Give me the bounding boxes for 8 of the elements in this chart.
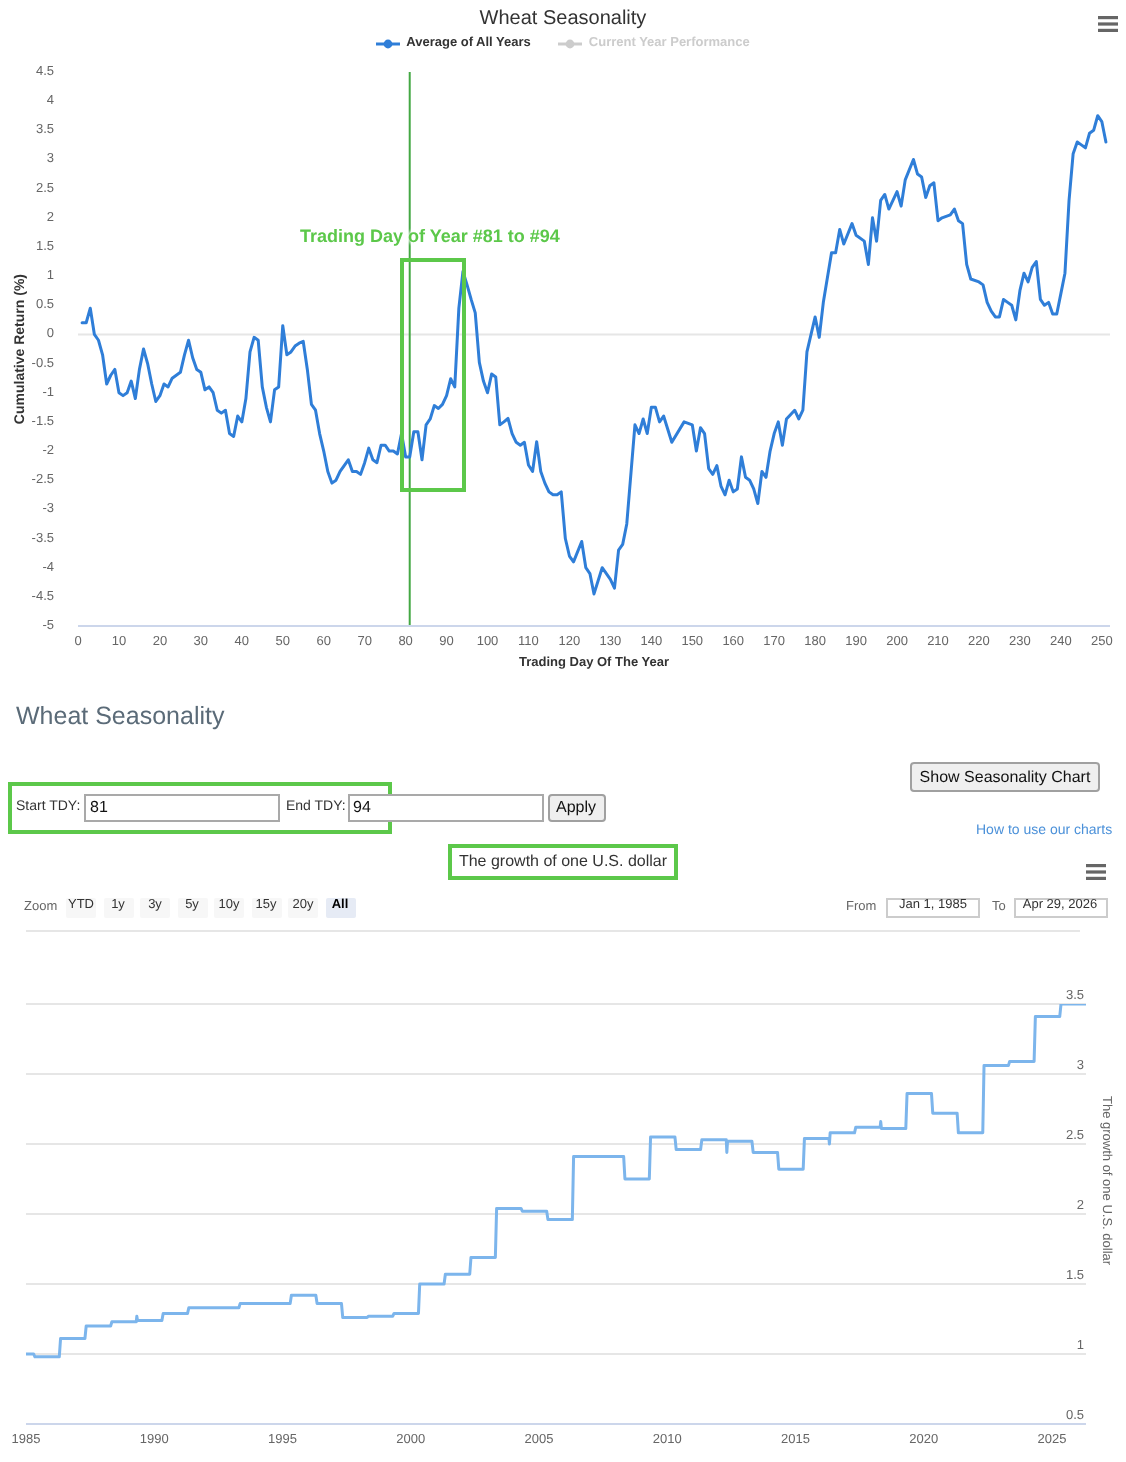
chart-title: Wheat Seasonality <box>479 8 647 30</box>
button: Apply <box>547 794 605 822</box>
text-field: 94 <box>347 794 543 822</box>
text: Wheat Seasonality <box>16 702 225 730</box>
text-field: 81 <box>84 794 280 822</box>
button: Show Seasonality Chart <box>910 762 1100 792</box>
chart-title: The growth of one U.S. dollar <box>458 852 668 870</box>
line-series <box>80 114 1108 596</box>
